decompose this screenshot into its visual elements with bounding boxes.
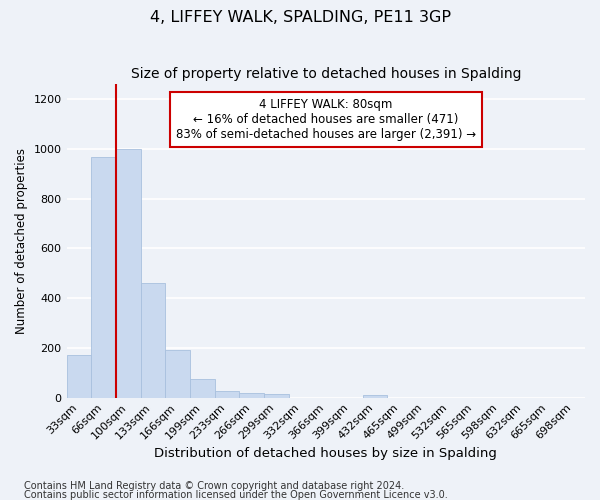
Bar [190, 379, 215, 398]
Text: 4 LIFFEY WALK: 80sqm
← 16% of detached houses are smaller (471)
83% of semi-deta: 4 LIFFEY WALK: 80sqm ← 16% of detached h… [176, 98, 476, 141]
Title: Size of property relative to detached houses in Spalding: Size of property relative to detached ho… [131, 68, 521, 82]
Bar [91, 158, 116, 398]
Bar [116, 149, 140, 398]
Y-axis label: Number of detached properties: Number of detached properties [15, 148, 28, 334]
Bar [165, 350, 190, 398]
Text: Contains HM Land Registry data © Crown copyright and database right 2024.: Contains HM Land Registry data © Crown c… [24, 481, 404, 491]
Bar [215, 392, 239, 398]
Text: 4, LIFFEY WALK, SPALDING, PE11 3GP: 4, LIFFEY WALK, SPALDING, PE11 3GP [149, 10, 451, 25]
Bar [239, 392, 264, 398]
Bar [264, 394, 289, 398]
X-axis label: Distribution of detached houses by size in Spalding: Distribution of detached houses by size … [154, 447, 497, 460]
Bar [363, 395, 388, 398]
Bar [140, 283, 165, 398]
Bar [67, 356, 91, 398]
Text: Contains public sector information licensed under the Open Government Licence v3: Contains public sector information licen… [24, 490, 448, 500]
